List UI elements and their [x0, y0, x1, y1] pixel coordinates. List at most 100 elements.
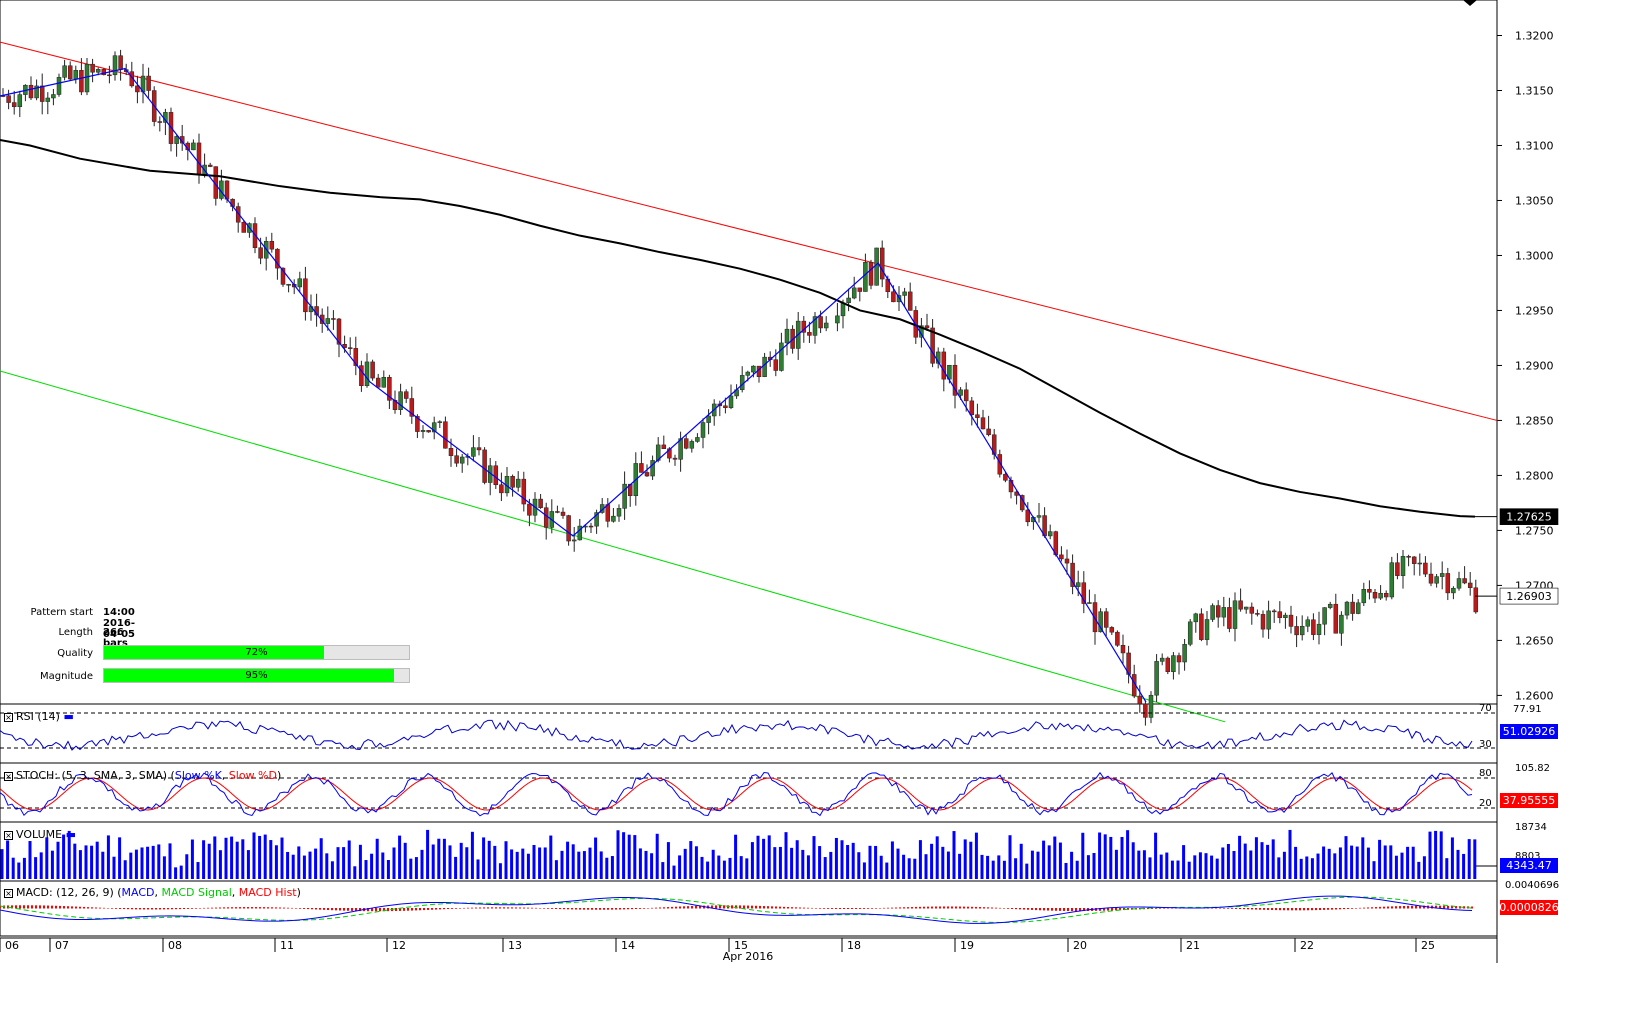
macd-hist-bar	[1235, 908, 1237, 909]
candle-body	[415, 416, 420, 432]
candle-body	[1372, 591, 1378, 599]
volume-bar	[174, 867, 178, 879]
macd-hist-bar	[47, 905, 49, 909]
candle-body	[689, 441, 695, 449]
candle-body	[779, 342, 784, 371]
volume-bar	[594, 837, 598, 879]
collapse-icon[interactable]: ×	[4, 830, 13, 840]
macd-hist-bar	[579, 908, 581, 910]
macd-hist-bar	[1299, 908, 1301, 911]
volume-bar	[1350, 845, 1354, 879]
candle-body	[303, 278, 308, 313]
macd-hist-bar	[483, 907, 485, 909]
candle-body	[1159, 657, 1165, 662]
macd-hist-bar	[467, 907, 469, 909]
macd-hist-bar	[263, 907, 265, 909]
macd-hist-bar	[1279, 908, 1281, 911]
price-tick-label: 1.2650	[1515, 634, 1554, 647]
candle-body	[1378, 592, 1383, 599]
volume-bar	[941, 846, 945, 879]
volume-bar	[56, 841, 60, 879]
volume-bar	[767, 835, 771, 879]
rsi-level-30-label: 30	[1479, 739, 1492, 750]
candle-body	[857, 287, 863, 292]
macd-hist-bar	[211, 907, 213, 909]
candle-body	[437, 421, 443, 423]
macd-hist-bar	[331, 908, 333, 911]
volume-bar	[151, 845, 155, 879]
macd-hist-bar	[479, 907, 481, 909]
volume-bar	[325, 853, 329, 879]
candle-body	[739, 375, 745, 390]
volume-bar	[1450, 837, 1454, 879]
macd-hist-bar	[971, 906, 973, 909]
volume-bar	[459, 842, 463, 879]
collapse-icon[interactable]: ×	[4, 771, 13, 781]
macd-hist-bar	[1331, 908, 1333, 910]
volume-bar	[1092, 852, 1096, 879]
volume-bar	[134, 849, 138, 879]
volume-bar	[1193, 855, 1197, 879]
macd-hist-bar	[539, 907, 541, 909]
macd-hist-bar	[239, 907, 241, 909]
candle-body	[605, 504, 611, 522]
collapse-icon[interactable]: ×	[4, 712, 13, 722]
candle-body	[1400, 556, 1406, 576]
volume-bar	[1170, 860, 1174, 879]
macd-hist-bar	[975, 906, 977, 909]
volume-bar	[196, 862, 200, 879]
candle-body	[448, 448, 454, 456]
candle-body	[1445, 573, 1451, 594]
volume-bar	[1014, 858, 1018, 879]
macd-hist-bar	[459, 908, 461, 909]
volume-bar	[633, 835, 637, 879]
macd-hist-bar	[295, 908, 297, 909]
price-tick-label: 1.2750	[1515, 524, 1554, 537]
macd-hist-bar	[503, 907, 505, 909]
volume-bar	[34, 857, 38, 879]
volume-bar	[1131, 842, 1135, 879]
candle-body	[1070, 562, 1075, 587]
volume-bar	[470, 831, 474, 879]
macd-hist-bar	[507, 907, 509, 909]
macd-hist-bar	[871, 908, 873, 909]
macd-hist-bar	[1167, 907, 1169, 909]
candle-body	[1199, 613, 1204, 640]
stoch-d-legend: Slow %D	[228, 769, 277, 782]
candle-body	[286, 284, 291, 286]
macd-hist-bar	[1107, 908, 1109, 911]
macd-hist-bar	[451, 908, 453, 909]
candle-body	[1215, 605, 1221, 618]
day-label: 08	[168, 939, 182, 952]
macd-hist-bar	[511, 907, 513, 909]
volume-bar	[1002, 860, 1006, 879]
macd-hist-bar	[379, 908, 381, 912]
volume-bar	[588, 847, 592, 879]
macd-hist-bar	[711, 905, 713, 909]
macd-hist-bar	[187, 908, 189, 909]
macd-hist-bar	[559, 908, 561, 910]
macd-hist-bar	[387, 908, 389, 912]
macd-hist-bar	[815, 908, 817, 909]
macd-hist-bar	[19, 905, 21, 909]
candle-body	[1171, 655, 1176, 672]
macd-sep: ,	[154, 886, 162, 899]
volume-bar	[627, 834, 631, 879]
volume-bar	[364, 860, 368, 879]
volume-bar	[1064, 862, 1068, 879]
volume-bar	[1086, 855, 1090, 879]
candle-body	[73, 70, 79, 80]
macd-hist-bar	[883, 907, 885, 909]
volume-bar	[1238, 835, 1242, 879]
macd-hist-bar	[1007, 908, 1009, 909]
volume-bar	[22, 857, 26, 879]
candle-body	[67, 65, 73, 80]
volume-bar	[1411, 846, 1415, 879]
collapse-icon[interactable]: ×	[4, 888, 13, 898]
volume-bar	[1232, 850, 1236, 879]
volume-bar	[918, 840, 922, 879]
candle-body	[835, 315, 840, 324]
candle-body	[1462, 578, 1467, 584]
volume-bar	[554, 860, 558, 879]
volume-bar	[1058, 842, 1062, 879]
